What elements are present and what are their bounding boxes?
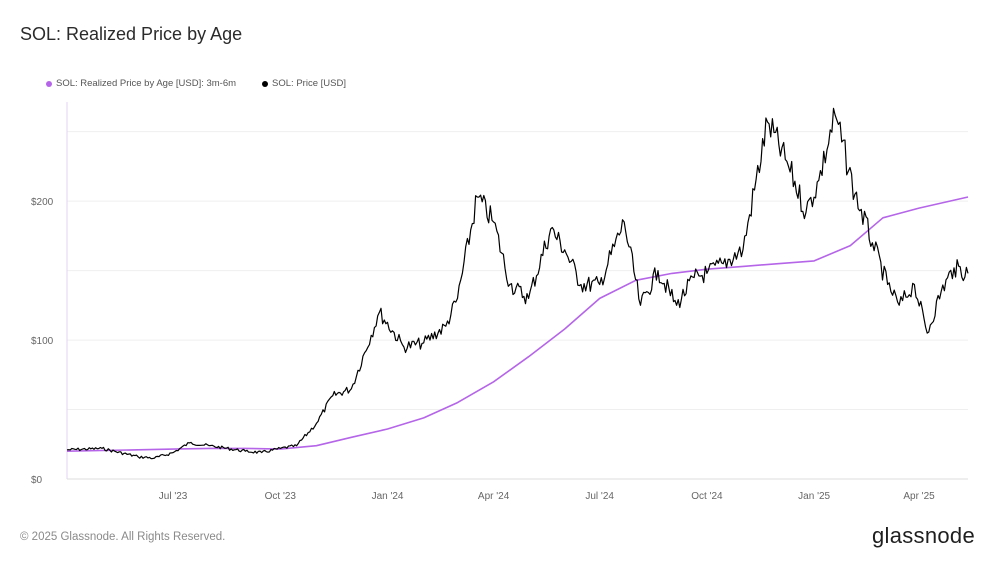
y-tick-label: $200 — [31, 197, 54, 208]
y-tick-label: $0 — [31, 475, 43, 486]
legend-label-price: SOL: Price [USD] — [272, 78, 346, 89]
x-tick-label: Jul '24 — [585, 491, 614, 502]
series-line-price — [66, 107, 969, 460]
x-tick-label: Apr '25 — [903, 491, 935, 502]
x-tick-label: Oct '23 — [265, 491, 297, 502]
legend: SOL: Realized Price by Age [USD]: 3m-6m … — [46, 78, 346, 89]
glassnode-logo: glassnode — [872, 523, 975, 548]
legend-dot-price — [262, 80, 269, 87]
legend-label-realized-price: SOL: Realized Price by Age [USD]: 3m-6m — [56, 78, 237, 89]
x-tick-label: Jan '24 — [372, 491, 404, 502]
x-tick-label: Jul '23 — [159, 491, 188, 502]
legend-item-price[interactable]: SOL: Price [USD] — [262, 78, 346, 89]
x-tick-label: Oct '24 — [691, 491, 723, 502]
chart-title: SOL: Realized Price by Age — [20, 24, 243, 44]
legend-dot-realized-price — [46, 80, 52, 87]
legend-item-realized-price[interactable]: SOL: Realized Price by Age [USD]: 3m-6m — [46, 78, 236, 89]
x-tick-label: Apr '24 — [478, 491, 510, 502]
copyright-text: © 2025 Glassnode. All Rights Reserved. — [20, 531, 226, 543]
x-tick-label: Jan '25 — [798, 491, 830, 502]
y-tick-label: $100 — [31, 336, 54, 347]
series-line-realized-price — [66, 196, 969, 452]
